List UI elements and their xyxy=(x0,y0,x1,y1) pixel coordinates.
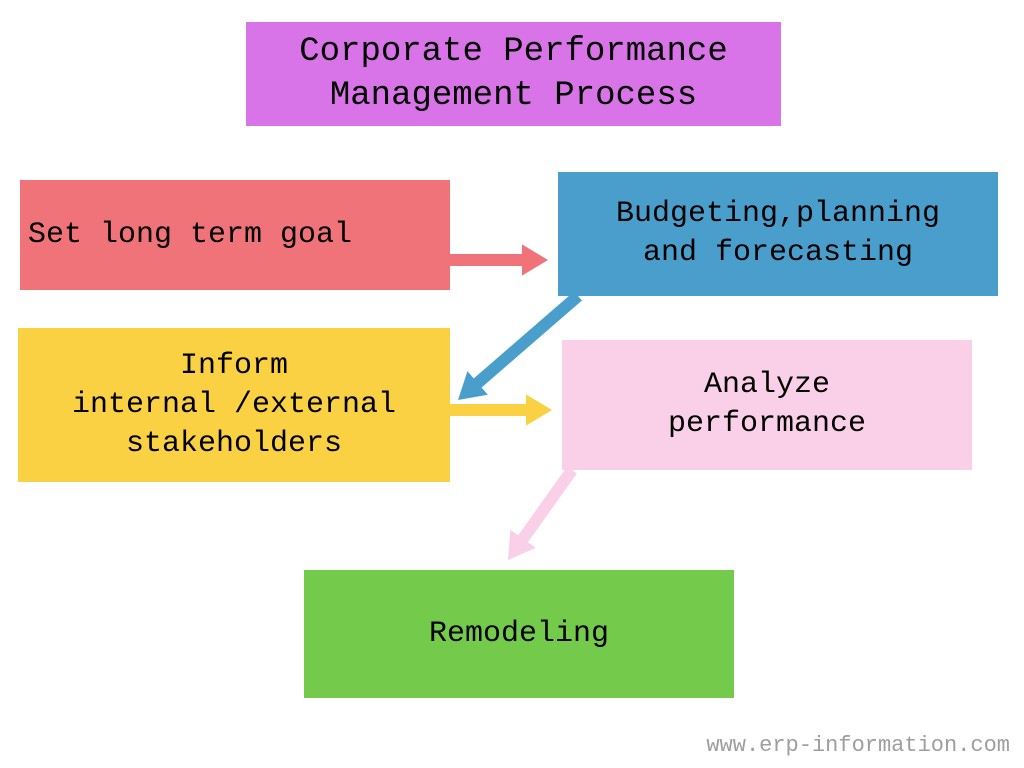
title-box: Corporate Performance Management Process xyxy=(246,22,781,126)
node-budget-line2: and forecasting xyxy=(643,236,913,270)
node-inform-line2: internal /external xyxy=(72,388,396,422)
title-line2: Management Process xyxy=(330,77,697,115)
arrow-head-goal-budget xyxy=(522,244,548,275)
node-analyze-line1: Analyze xyxy=(704,368,830,402)
node-remodel-label: Remodeling xyxy=(429,615,609,654)
arrow-head-analyze-remodel xyxy=(508,530,536,560)
footer-attribution: www.erp-information.com xyxy=(706,733,1010,758)
node-budget-line1: Budgeting,planning xyxy=(616,197,940,231)
node-analyze-line2: performance xyxy=(668,407,866,441)
footer-text: www.erp-information.com xyxy=(706,733,1010,758)
node-goal-label: Set long term goal xyxy=(28,216,352,255)
node-remodeling: Remodeling xyxy=(304,570,734,698)
node-set-long-term-goal: Set long term goal xyxy=(20,180,450,290)
arrow-head-inform-analyze xyxy=(526,394,552,425)
node-analyze-performance: Analyze performance xyxy=(562,340,972,470)
arrow-line-analyze-remodel xyxy=(522,470,572,541)
node-inform-stakeholders: Inform internal /external stakeholders xyxy=(18,328,450,482)
node-inform-line1: Inform xyxy=(180,349,288,383)
arrow-head-budget-inform xyxy=(458,371,488,400)
node-budgeting-planning-forecasting: Budgeting,planning and forecasting xyxy=(558,172,998,296)
title-line1: Corporate Performance xyxy=(299,33,727,71)
node-inform-line3: stakeholders xyxy=(126,427,342,461)
